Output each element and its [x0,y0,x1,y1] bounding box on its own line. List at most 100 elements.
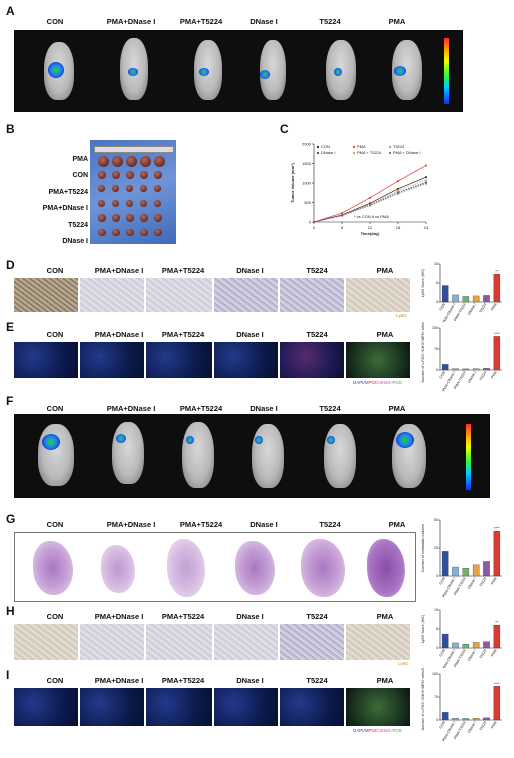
ihc-h-4 [280,624,344,660]
barH-cat-0: CON [439,648,447,657]
tumor-5-2 [126,228,134,237]
group-label-e-4: T5224 [306,330,328,339]
tumor-1-3 [140,170,149,179]
point-0-4 [425,176,427,179]
tumor-photo [90,140,176,244]
barI-cat-4: T5224 [479,721,488,732]
lung-g-4 [301,539,345,597]
group-label-h-4: T5224 [306,612,328,621]
barD-ytick-label-1: 8 [436,281,438,285]
tumor-3-3 [140,199,148,207]
group-label-e-2: PMA+T5224 [161,330,205,339]
legend-marker-c-4 [352,151,356,155]
group-label-e-0: CON [46,330,64,339]
tumor-2-2 [126,185,133,192]
barH-ytick-label-2: 15 [434,608,438,612]
tumor-0-3 [140,156,151,167]
barG-cat-0: CON [439,576,447,585]
barH-bar-0 [441,633,449,649]
panel-label-h: H [6,604,15,618]
group-label-g-0: CON [46,520,64,529]
group-label-a-1: PMA+DNase I [106,17,156,26]
barE-ytick-label-1: 75 [434,347,438,351]
group-label-h-1: PMA+DNase I [94,612,144,621]
group-label-f-5: PMA [388,404,406,413]
row-label-b-2: PMA+T5224 [48,188,89,196]
signal-f-5 [396,432,414,448]
barD-ytick-label-0: 0 [436,300,438,304]
barD-cat-3: DNase I [467,303,477,316]
group-label-g-3: DNase I [250,520,278,529]
ivis-panel-f [14,414,490,498]
point-1-2 [369,196,371,199]
if-i-2 [146,688,212,726]
group-label-g-4: T5224 [319,520,341,529]
stain-legend-e: DAPI/MPO/CitH3/c-FOS [353,380,402,385]
ihc-d-0 [14,278,78,312]
barG-sig: **** [494,527,500,531]
barE-bar-5 [493,336,501,371]
barE-ytick-label-0: 0 [436,368,438,372]
group-label-g-2: PMA+T5224 [179,520,223,529]
panel-b-row-labels: PMA CON PMA+T5224 PMA+DNase I T5224 DNas… [30,152,88,252]
signal-f-2 [186,436,194,444]
point-5-4 [425,182,427,184]
group-label-f-2: PMA+T5224 [179,404,223,413]
stain-cfos-e: c-FOS [388,380,402,385]
legend-label-c-3: DNase I [321,150,335,155]
barE-bar-4 [483,368,490,371]
ihc-d-2 [146,278,212,312]
barH-bar-2 [462,644,470,649]
barD-cat-5: PMA [490,302,498,311]
if-e-3 [214,342,278,378]
tumor-4-1 [112,214,120,222]
legend-marker-c-3 [316,151,320,155]
ruler [94,146,174,153]
tumor-5-3 [140,228,148,237]
point-1-4 [425,164,427,167]
barI-bar-2 [462,718,470,721]
panel-label-e: E [6,320,15,334]
barG-bar-0 [441,551,449,577]
barI-bar-0 [441,712,449,721]
barE-ylabel: Number of c-FOS⁺/CitH3⁺MPO⁺cells/field [421,322,425,382]
tumor-4-2 [126,214,134,222]
group-label-d-0: CON [46,266,64,275]
barE-cat-5: PMA [490,370,498,379]
group-label-e-5: PMA [376,330,394,339]
stain-cfos-i: c-FOS [388,728,402,733]
signal-a-2 [199,68,209,76]
mouse-f-3 [252,424,284,488]
row-label-b-3: PMA+DNase I [42,205,88,213]
barD-bar-4 [483,295,490,303]
tumor-0-4 [154,156,165,167]
legend-marker-c-1 [352,145,356,149]
tumor-0-2 [126,156,137,167]
ytick-label-c-0: 0 [309,219,312,224]
barI-cat-5: PMA [490,720,498,729]
stain-dapi-i: DAPI/ [353,728,365,733]
group-label-g-1: PMA+DNase I [106,520,156,529]
tumor-3-4 [154,199,162,207]
color-scale-f [466,424,471,490]
tumor-4-3 [140,214,148,222]
group-label-e-3: DNase I [236,330,264,339]
tumor-growth-chart: 0 500 1000 1500 2000 0 6 12 18 24 Time(day) Tumor V… [290,141,429,236]
panel-label-i: I [6,668,10,682]
signal-f-4 [327,436,335,444]
barI-ytick-label-0: 0 [436,718,438,722]
group-label-h-2: PMA+T5224 [161,612,205,621]
barG-bar-4 [483,561,490,577]
barD-bar-0 [441,285,449,303]
note-c: * vs CON # vs PMA [354,214,389,219]
if-e-4 [280,342,344,378]
group-label-i-3: DNase I [236,676,264,685]
ihc-d-4 [280,278,344,312]
barE-bar-1 [452,368,459,371]
group-label-h-3: DNase I [236,612,264,621]
tumor-1-2 [126,170,135,179]
tumor-5-0 [98,228,106,237]
